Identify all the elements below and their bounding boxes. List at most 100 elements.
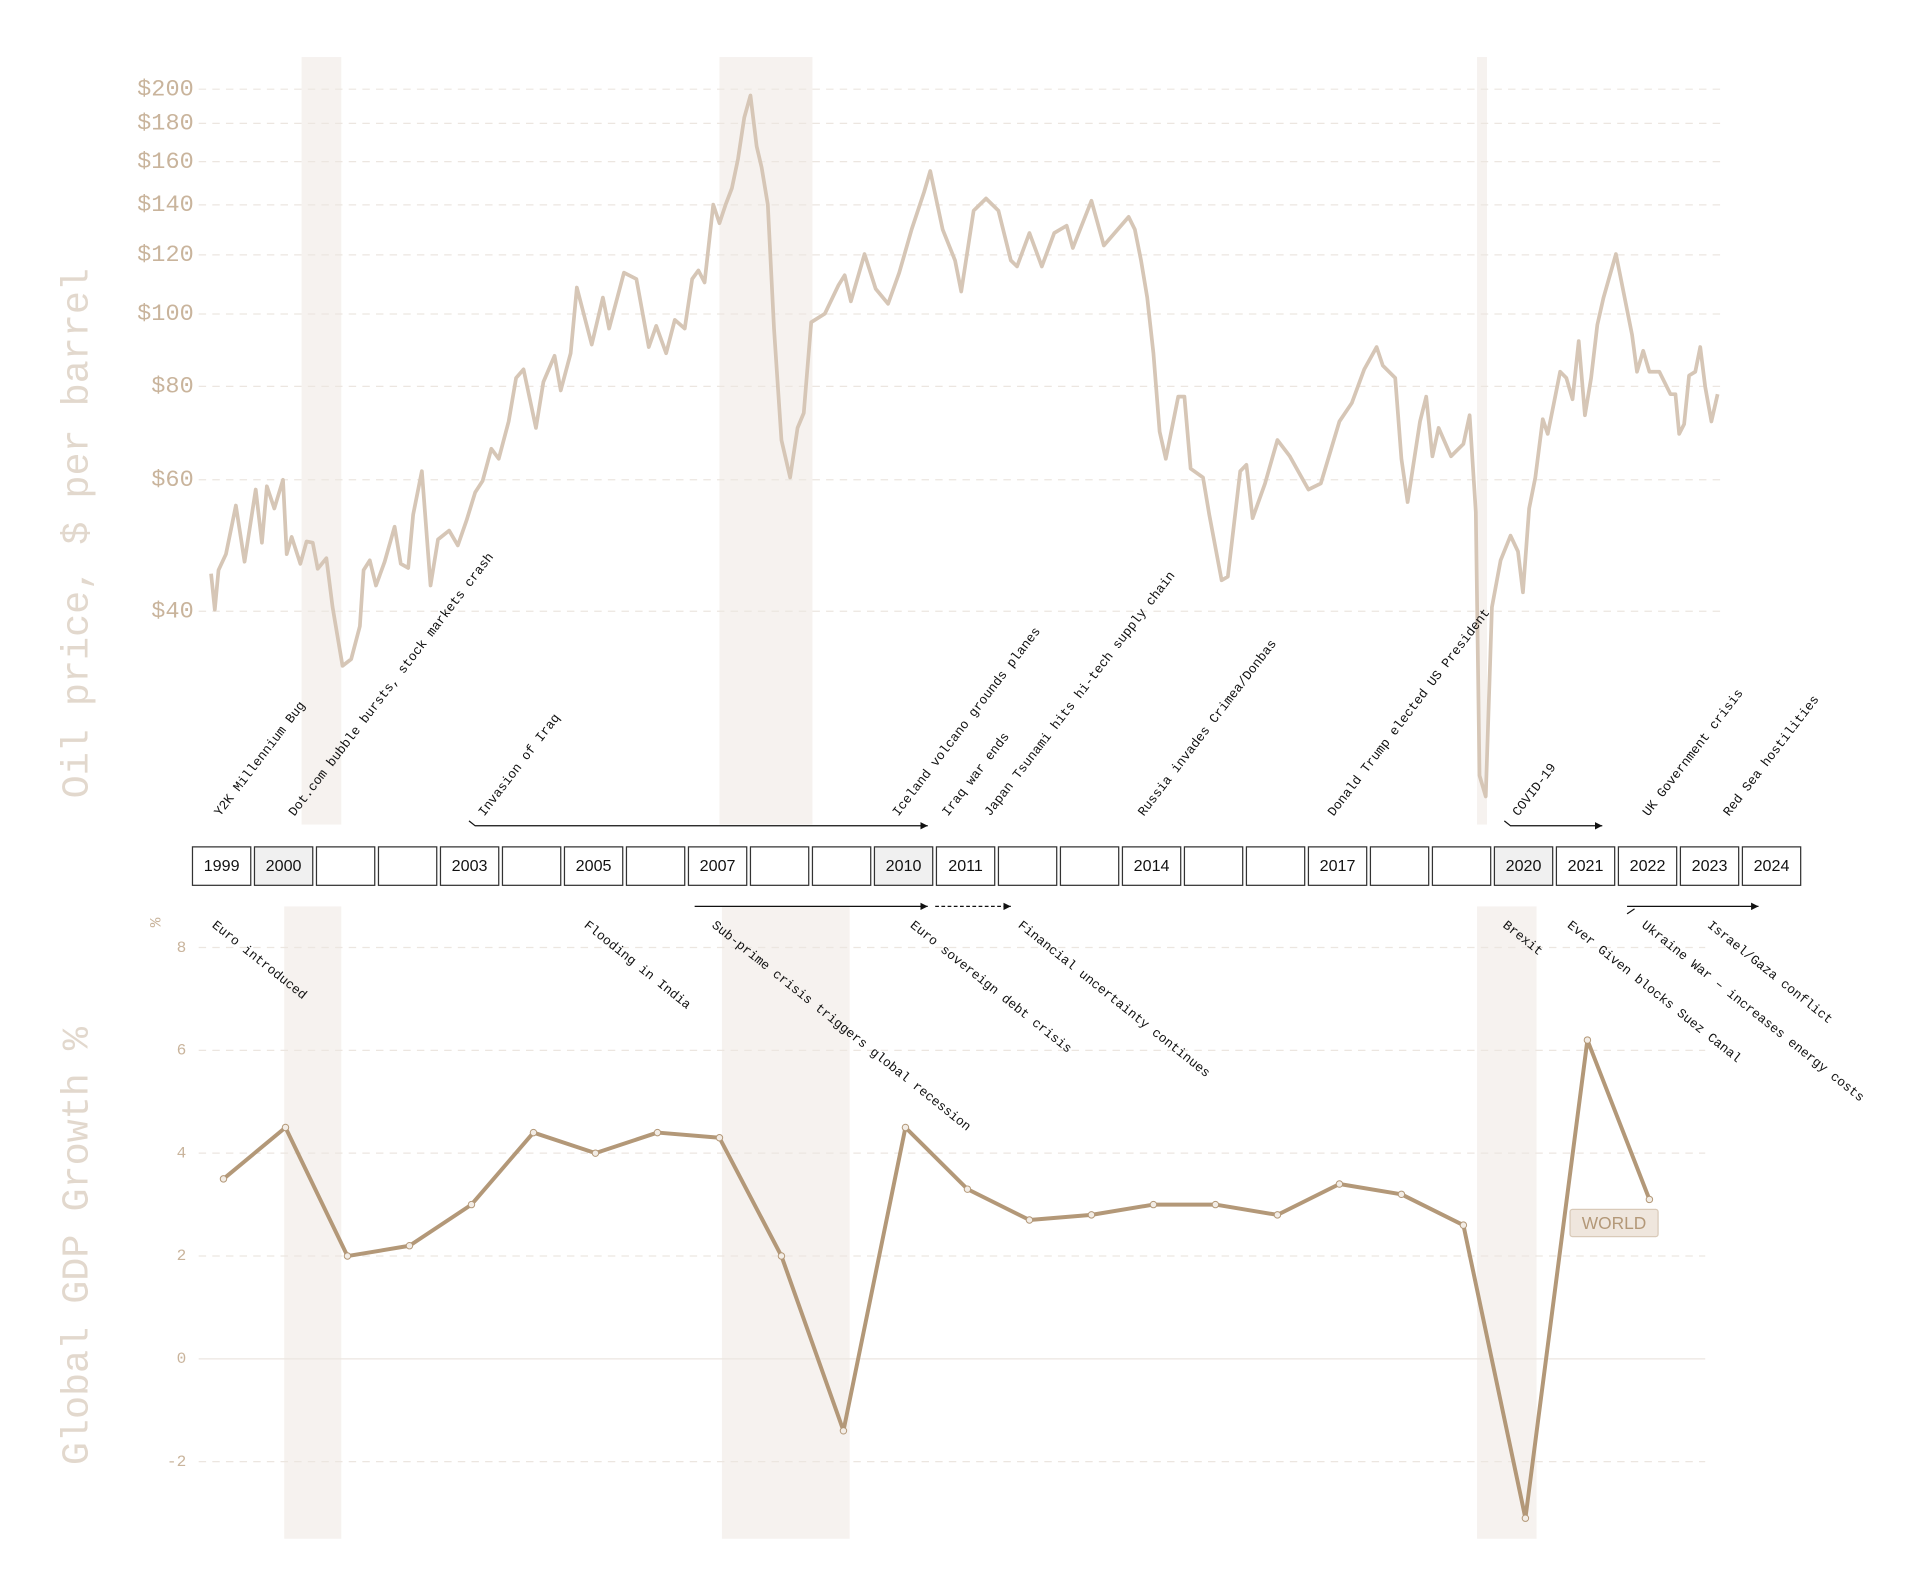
recession-shade [301,57,342,825]
timeline-label: 2021 [1568,857,1604,875]
annotation: Japan Tsunami hits hi-tech supply chain [981,569,1178,820]
timeline-box [873,846,934,886]
data-point [467,1200,476,1209]
data-point [1273,1211,1282,1219]
data-point [1087,1211,1096,1219]
y-tick-label: 2 [177,1247,187,1265]
data-point [343,1252,352,1260]
y-tick-label: $40 [151,598,193,625]
data-point [529,1128,538,1137]
data-point [839,1427,848,1435]
annotation: Israel/Gaza conflict [1704,918,1835,1027]
arrow-covid [1503,820,1603,830]
timeline-box [1369,846,1430,886]
plot: $40 $60 $80 $100 $120 $140 $160 $180 $200 -2 0 2 4 6 8… [137,76,1720,1522]
data-point [219,1175,228,1183]
data-point [653,1128,662,1137]
data-point [591,1149,600,1157]
data-point [1025,1216,1034,1224]
timeline-box [625,846,686,886]
gdp-unit: % [145,918,163,928]
data-point [1645,1195,1654,1204]
data-point [777,1252,786,1260]
data-point [1335,1180,1344,1188]
y-tick-label: 4 [177,1144,187,1162]
timeline-box [1245,846,1306,886]
data-point [1397,1190,1406,1199]
timeline-label: 2000 [266,857,302,875]
oil-axis-title: Oil price, $ per barrel [55,268,99,798]
timeline-label: 2024 [1754,857,1790,875]
data-point [1211,1200,1220,1209]
timeline-box [191,846,252,886]
timeline-label: 2023 [1692,857,1728,875]
recession-shade [1477,906,1537,1539]
grids [198,88,1724,1463]
series-line [222,1038,1652,1521]
timeline-box [1617,846,1678,886]
timeline-box [253,846,314,886]
data-point [281,1123,290,1132]
y-tick-label: $180 [137,111,194,138]
timeline-box [1059,846,1120,886]
timeline-box [1431,846,1492,886]
timeline-label: 2011 [948,857,983,875]
timeline-label: 2003 [452,857,488,875]
y-tick-label: $120 [137,242,194,269]
timeline-label: 2005 [576,857,612,875]
y-tick-label: $100 [137,301,194,328]
timeline-box [563,846,624,886]
data-point [1521,1514,1530,1522]
y-tick-label: 8 [177,939,187,957]
recession-shade [1477,57,1487,825]
timeline-label: 2007 [700,857,736,875]
timeline-box [377,846,438,886]
timeline-label: 2010 [886,857,922,875]
timeline-box [811,846,872,886]
annotation: Russia invades Crimea/Donbas [1135,637,1280,819]
timeline-label: 2017 [1320,857,1356,875]
annotation: Donald Trump elected US President [1325,606,1494,819]
timeline-box [315,846,376,886]
y-tick-label: $60 [151,467,193,494]
recession-shade [721,906,850,1539]
y-tick-label: $140 [137,192,194,219]
timeline-box [1183,846,1244,886]
data-point [1149,1200,1158,1209]
data-point [901,1123,910,1132]
annotation: Financial uncertainty continues [1015,918,1213,1081]
annotation: Red Sea hostilities [1720,692,1822,819]
timeline-label: 1999 [204,857,240,875]
timeline-box [997,846,1058,886]
timeline-box [1121,846,1182,886]
y-tick-label: 6 [177,1042,187,1060]
timeline-box [1493,846,1554,886]
data-point [715,1134,724,1142]
y-tick-label: -2 [167,1453,186,1471]
data-point [1459,1221,1468,1229]
data-point [963,1185,972,1193]
timeline-label: 2022 [1630,857,1666,875]
annotation: Flooding in India [581,918,694,1013]
timeline-box [501,846,562,886]
y-tick-label: $80 [151,374,193,401]
timeline-box [439,846,500,886]
timeline-box [749,846,810,886]
timeline-box [1679,846,1740,886]
series-label-box [1569,1208,1659,1238]
timeline-label: 2020 [1506,857,1542,875]
annotation: COVID-19 [1509,761,1559,820]
timeline-box [1555,846,1616,886]
gdp-axis-title: Global GDP Growth % [55,1026,99,1465]
y-tick-label: 0 [177,1350,187,1368]
annotation: Invasion of Iraq [475,711,563,819]
y-tick-label: $160 [137,149,194,176]
data-point [1583,1036,1592,1044]
series-line [209,93,1720,799]
timeline-box [935,846,996,886]
timeline-box [1741,846,1802,886]
timeline-label: 2014 [1134,857,1170,875]
